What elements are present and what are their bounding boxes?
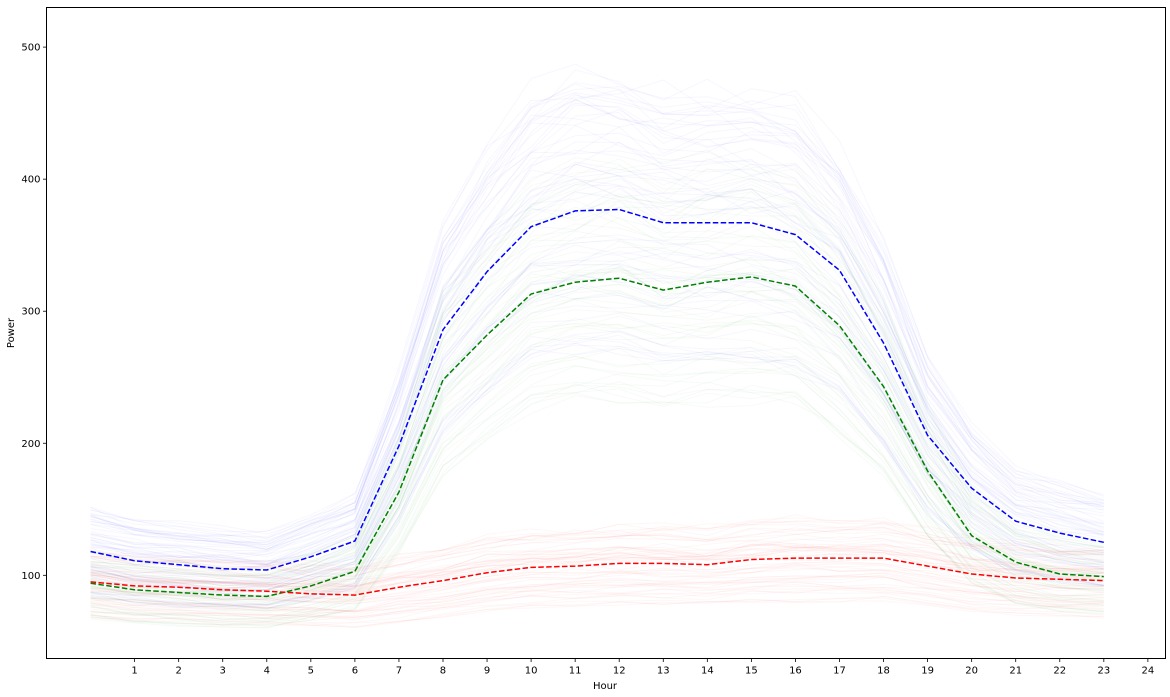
y-tick-label: 500 [21,43,40,54]
x-tick-label: 18 [877,666,890,677]
x-tick-label: 11 [569,666,582,677]
x-tick-label: 3 [220,666,226,677]
x-tick-label: 15 [745,666,758,677]
x-tick-label: 23 [1097,666,1110,677]
trace-line-0-33 [91,87,1104,542]
x-tick-label: 16 [789,666,802,677]
x-tick-label: 21 [1009,666,1022,677]
x-tick-label: 10 [525,666,538,677]
x-tick-label: 1 [131,666,137,677]
x-tick-label: 4 [264,666,270,677]
x-tick-label: 9 [484,666,490,677]
background-traces [91,64,1104,628]
series-line-0 [90,208,1104,571]
x-tick-label: 12 [613,666,626,677]
plot-frame [46,7,1166,659]
trace-line-1-22 [91,189,1104,576]
x-tick-label: 7 [396,666,402,677]
y-tick-label: 200 [21,439,40,450]
y-axis: 100 200 300 400 500 [21,43,47,582]
x-tick-label: 19 [921,666,934,677]
x-tick-label: 17 [833,666,846,677]
series-line-2 [90,557,1104,596]
x-axis-label: Hour [593,681,618,692]
x-tick-label: 5 [308,666,314,677]
x-tick-label: 24 [1142,666,1155,677]
y-tick-label: 300 [21,307,40,318]
y-axis-label: Power [6,317,17,348]
trace-line-0-20 [91,265,1104,587]
x-tick-label: 8 [440,666,446,677]
x-tick-label: 20 [965,666,978,677]
x-tick-label: 14 [701,666,714,677]
y-tick-label: 100 [21,571,40,582]
y-tick-label: 400 [21,175,40,186]
x-tick-label: 13 [657,666,670,677]
x-tick-label: 6 [352,666,358,677]
series-lines [90,208,1104,598]
x-tick-label: 22 [1053,666,1066,677]
x-tick-label: 2 [175,666,181,677]
series-line-1 [90,276,1104,598]
x-axis: 1 2 3 4 5 6 7 8 9 10 11 12 13 14 15 16 17 18 19 20 21 22 23 24 [131,658,1155,677]
